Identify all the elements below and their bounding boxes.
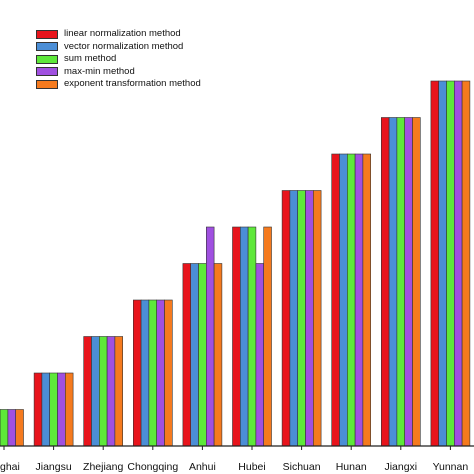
bar-yunnan-series-1: [430, 80, 439, 447]
bar-zhejiang-series-5: [114, 336, 124, 447]
x-tick-label-jiangxi: Jiangxi: [384, 461, 417, 473]
bar-jiangxi-series-2: [388, 117, 398, 447]
legend-swatch: [36, 42, 58, 52]
x-tick-labels-layer: ghai Jiangsu Zhejiang Chongqing Anhui Hubei Si…: [0, 461, 468, 473]
x-ticks-layer: [3, 446, 451, 450]
x-tick-label-anhui: Anhui: [189, 461, 216, 473]
bar-jiangxi-series-4: [404, 117, 413, 447]
bar-zhejiang-series-4: [106, 336, 116, 447]
bar-sichuan-series-5: [312, 190, 322, 447]
bar-hunan-series-4: [354, 153, 364, 447]
x-tick-label-hunan: Hunan: [336, 461, 367, 473]
bar-hubei-series-4: [255, 263, 264, 447]
bar-jiangsu-series-5: [65, 372, 74, 447]
bar-jiangxi-series-5: [412, 117, 421, 447]
bar-hubei-series-5: [263, 226, 272, 447]
bar-jiangsu-series-4: [57, 372, 66, 447]
bar-hunan-series-5: [362, 153, 371, 447]
bar-jiangxi-series-1: [380, 117, 390, 447]
bar-qinghai-series-5: [15, 409, 24, 447]
bar-hubei-series-3: [247, 226, 257, 447]
x-tick-label-zhejiang: Zhejiang: [83, 461, 123, 473]
bar-chongqing-series-5: [164, 299, 173, 447]
legend-label: max-min method: [64, 65, 135, 77]
bar-zhejiang-series-1: [83, 336, 92, 447]
bar-yunnan-series-3: [446, 80, 455, 447]
bar-anhui-series-4: [206, 226, 215, 447]
bar-anhui-series-1: [182, 263, 191, 447]
bar-chongqing-series-4: [156, 299, 165, 447]
bar-yunnan-series-2: [438, 80, 447, 447]
bar-jiangsu-series-3: [49, 372, 58, 447]
bar-hunan-series-3: [346, 153, 356, 447]
bar-zhejiang-series-3: [99, 336, 108, 447]
bar-jiangsu-series-1: [33, 372, 43, 447]
bar-hunan-series-1: [331, 153, 340, 447]
bar-sichuan-series-3: [297, 190, 306, 447]
bar-chongqing-series-2: [140, 299, 150, 447]
legend-label: sum method: [64, 53, 117, 65]
legend-label: exponent transformation method: [64, 78, 201, 90]
legend-swatch: [36, 54, 58, 64]
x-tick-label-jiangsu: Jiangsu: [35, 461, 71, 473]
bar-qinghai-series-4: [7, 409, 17, 447]
bar-sichuan-series-2: [289, 190, 298, 447]
bar-hubei-series-2: [240, 226, 249, 447]
bar-qinghai-series-3: [0, 409, 9, 447]
bar-sichuan-series-4: [305, 190, 314, 447]
bar-chongqing-series-3: [148, 299, 157, 447]
bar-anhui-series-2: [190, 263, 199, 447]
x-tick-label-yunnan: Yunnan: [433, 461, 469, 473]
bar-hubei-series-1: [232, 226, 241, 447]
x-tick-label-sichuan: Sichuan: [283, 461, 321, 473]
bar-chongqing-series-1: [133, 299, 142, 447]
bar-zhejiang-series-2: [91, 336, 100, 447]
legend-swatch: [36, 29, 58, 39]
legend-swatch: [36, 67, 58, 77]
legend-label: vector normalization method: [64, 40, 184, 52]
bar-anhui-series-3: [198, 263, 207, 447]
bar-anhui-series-5: [213, 263, 223, 447]
x-tick-label-hubei: Hubei: [238, 461, 265, 473]
bar-yunnan-series-4: [453, 80, 463, 447]
bar-jiangsu-series-2: [41, 372, 51, 447]
x-tick-label-chongqing: Chongqing: [127, 461, 178, 473]
bar-sichuan-series-1: [281, 190, 291, 447]
bars-layer: [0, 80, 471, 447]
bar-jiangxi-series-3: [396, 117, 405, 447]
x-tick-label-qinghai: ghai: [0, 461, 20, 473]
bar-hunan-series-2: [339, 153, 348, 447]
legend-swatch: [36, 79, 58, 89]
legend-label: linear normalization method: [64, 28, 181, 39]
bar-yunnan-series-5: [461, 80, 471, 447]
